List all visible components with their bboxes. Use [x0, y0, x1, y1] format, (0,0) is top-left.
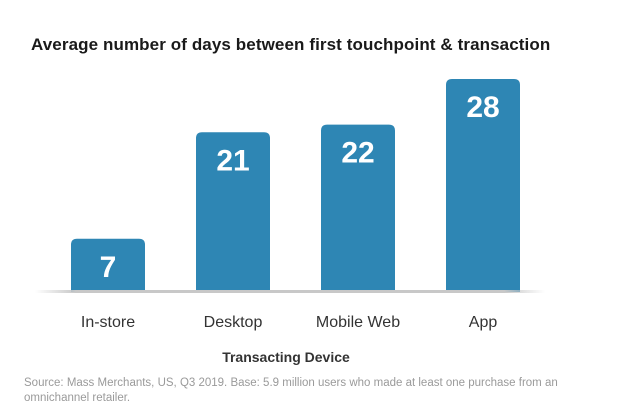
x-tick-label-mobile-web: Mobile Web — [316, 314, 400, 331]
data-label-in-store: 7 — [100, 251, 117, 284]
data-label-mobile-web: 22 — [341, 137, 374, 170]
data-label-app: 28 — [466, 91, 499, 124]
x-tick-label-desktop: Desktop — [204, 314, 263, 331]
data-label-desktop: 21 — [216, 144, 249, 177]
x-tick-label-app: App — [469, 314, 498, 331]
source-note: Source: Mass Merchants, US, Q3 2019. Bas… — [24, 376, 584, 406]
x-axis-baseline — [35, 290, 545, 293]
x-tick-label-in-store: In-store — [81, 314, 135, 331]
labels-layer: In-store Desktop Mobile Web App — [81, 314, 497, 331]
x-axis-label: Transacting Device — [0, 349, 572, 365]
bars-layer: 7 21 22 28 — [71, 79, 520, 292]
